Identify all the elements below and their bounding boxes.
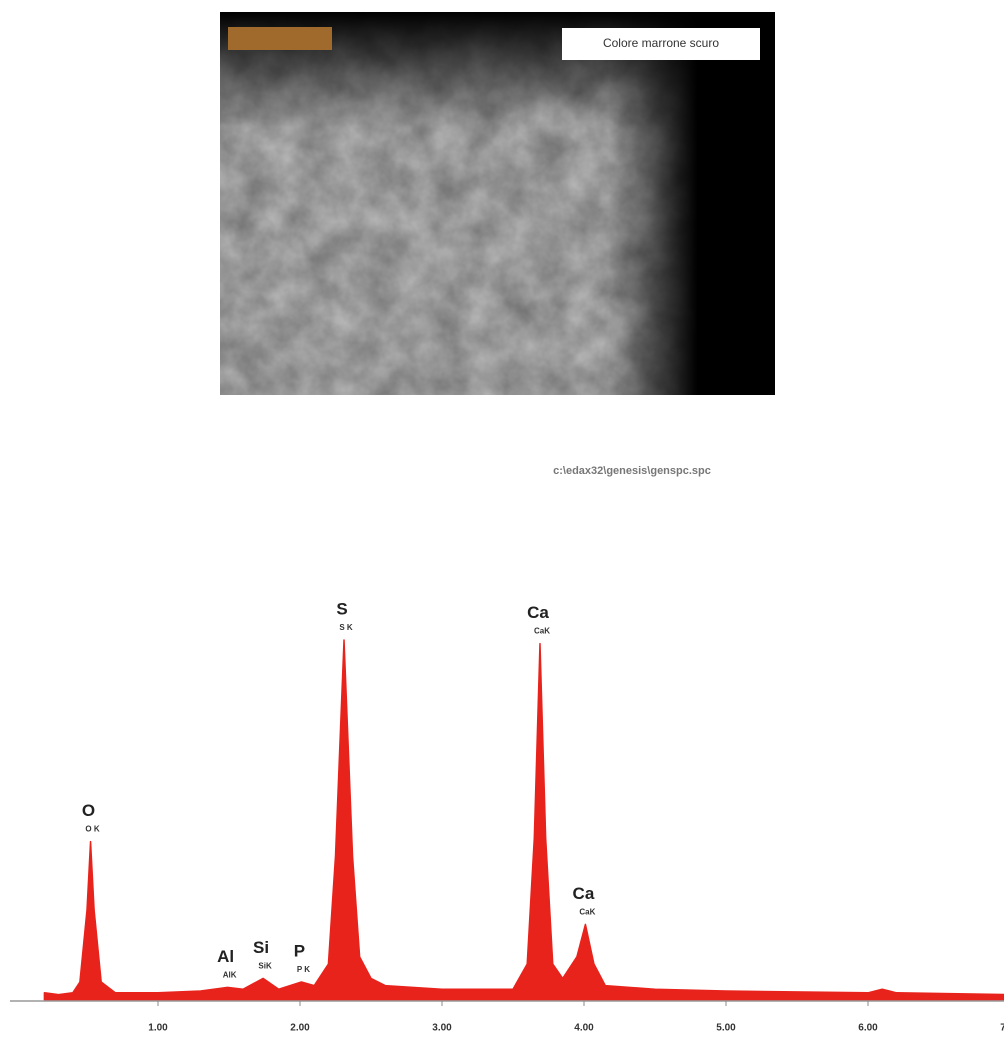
peak-element: O [82, 801, 95, 820]
x-tick-label: 7.00 [1000, 1023, 1004, 1034]
spectrum-plot: 1.00 2.00 3.00 4.00 5.00 6.00 7.00 O O K Al AlK Si S… [10, 599, 1004, 1033]
peak-line: S K [339, 623, 353, 632]
peak-element: S [336, 599, 347, 618]
x-tick-label: 2.00 [290, 1023, 310, 1034]
peak-line: O K [85, 825, 99, 834]
peak-element: Ca [573, 884, 595, 903]
peak-line: CaK [534, 627, 550, 636]
x-tick-label: 6.00 [858, 1023, 878, 1034]
peak-element: Si [253, 938, 269, 957]
x-tick-label: 1.00 [148, 1023, 168, 1034]
peak-line: CaK [579, 908, 595, 917]
peak-line: P K [297, 965, 310, 974]
figure: Colore marrone scuro c:\edax32\genesis\g… [0, 0, 1004, 1064]
x-tick-label: 4.00 [574, 1023, 594, 1034]
x-tick-label: 5.00 [716, 1023, 736, 1034]
spectrum-area [44, 640, 1004, 1000]
peak-line: SiK [258, 962, 272, 971]
image-label: Colore marrone scuro [603, 36, 719, 50]
page: {"image": {"label": "Colore marrone scur… [0, 0, 1004, 1064]
peak-element: P [294, 941, 305, 960]
peak-line: AlK [223, 971, 237, 980]
micrograph: Colore marrone scuro [220, 12, 775, 395]
chart-subtitle: c:\edax32\genesis\genspc.spc [553, 465, 711, 477]
x-tick-label: 3.00 [432, 1023, 452, 1034]
peak-element: Ca [527, 603, 549, 622]
peak-element: Al [217, 947, 234, 966]
